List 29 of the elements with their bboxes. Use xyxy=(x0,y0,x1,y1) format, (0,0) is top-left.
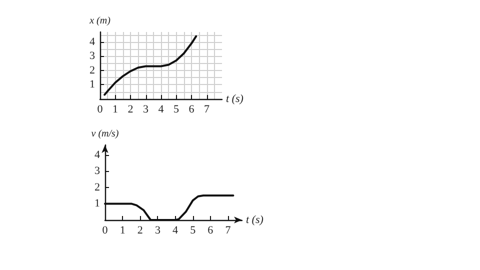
x-tick-label: 4 xyxy=(172,224,179,236)
x-tick-label: 2 xyxy=(137,224,143,236)
y-tick-label: 4 xyxy=(90,36,96,48)
x-tick-label: 4 xyxy=(158,104,164,116)
x-tick-label: 3 xyxy=(143,104,149,116)
y-tick-label: 1 xyxy=(94,198,100,210)
x-tick-label: 0 xyxy=(102,224,108,236)
x-tick-label: 1 xyxy=(112,104,118,116)
y-tick-label: 3 xyxy=(90,50,96,62)
x-tick-label: 1 xyxy=(120,224,126,236)
y-tick-label: 1 xyxy=(90,78,95,91)
y-axis-title: v (m/s) xyxy=(91,128,120,140)
x-tick-label: 6 xyxy=(208,224,214,236)
y-tick-label: 2 xyxy=(94,181,100,194)
x-tick-label: 5 xyxy=(190,224,196,236)
y-tick-label: 2 xyxy=(90,64,95,76)
x-axis-title: t (s) xyxy=(246,214,264,226)
x-tick-label: 3 xyxy=(154,224,161,236)
x-tick-label: 7 xyxy=(204,104,210,116)
x-tick-label: 2 xyxy=(128,104,134,116)
x-tick-label: 7 xyxy=(225,224,232,236)
x-tick-label: 0 xyxy=(97,104,104,116)
y-tick-label: 4 xyxy=(94,148,100,161)
y-tick-label: 3 xyxy=(94,165,100,178)
y-axis-title: x (m) xyxy=(88,16,112,26)
x-tick-label: 6 xyxy=(188,104,195,116)
x-axis-title: t (s) xyxy=(226,93,244,105)
line-series xyxy=(104,35,198,96)
x-tick-label: 5 xyxy=(174,104,180,116)
